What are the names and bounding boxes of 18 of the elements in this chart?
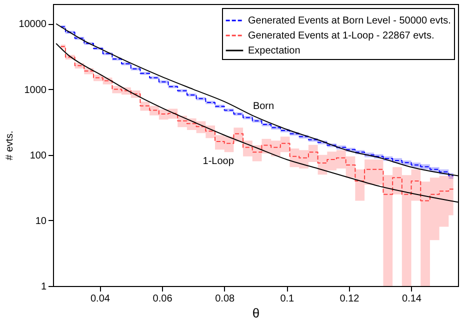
- y-axis-title: # evts.: [4, 130, 16, 160]
- x-tick-label: 0.08: [215, 294, 236, 304]
- x-tick-label: 0.04: [90, 294, 110, 304]
- y-tick-label: 100: [30, 150, 47, 162]
- x-axis-title: θ: [252, 306, 260, 320]
- annotation: Born: [252, 100, 274, 112]
- y-tick-label: 10: [35, 216, 47, 227]
- legend-label: Expectation: [248, 46, 300, 56]
- x-tick-label: 0.1: [280, 294, 295, 304]
- legend-label: Generated Events at Born Level - 50000 evts.: [248, 16, 451, 26]
- legend-label: Generated Events at 1-Loop - 22867 evts.: [248, 30, 434, 42]
- y-tick-label: 10000: [18, 19, 47, 30]
- annotation: 1-Loop: [202, 156, 234, 168]
- y-tick-label: 1: [40, 282, 47, 292]
- y-tick-label: 1000: [24, 84, 47, 96]
- x-tick-label: 0.14: [402, 294, 422, 304]
- x-tick-label: 0.12: [340, 294, 360, 304]
- x-tick-label: 0.06: [152, 294, 173, 304]
